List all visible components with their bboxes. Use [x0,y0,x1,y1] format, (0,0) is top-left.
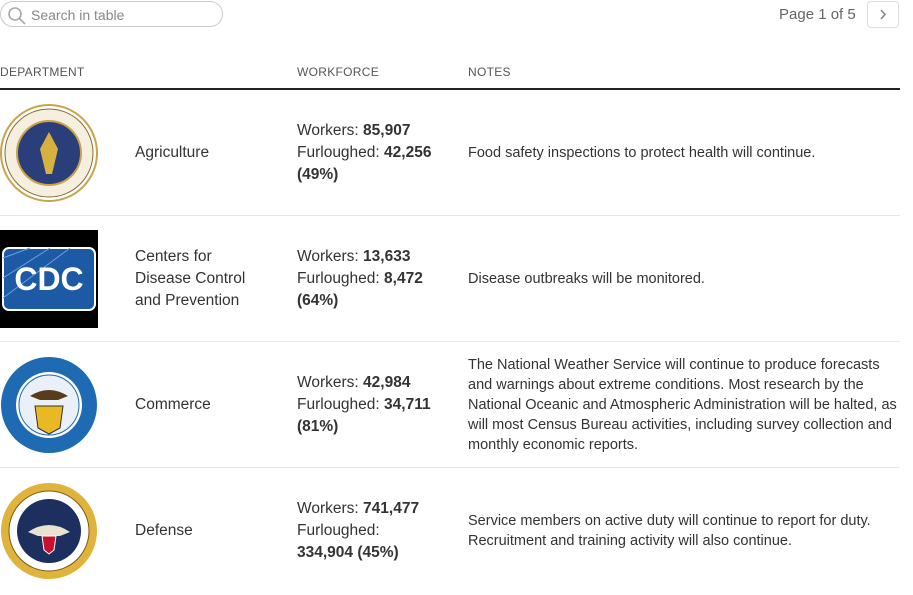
header: WORKFORCE [297,65,380,79]
logo [1,356,97,453]
next-page-button[interactable] [867,1,899,28]
workers: 741,477 [363,499,420,517]
header-rule [0,88,900,90]
search-box[interactable]: Search in table [0,1,223,27]
notes: Service members on active duty will cont… [468,512,871,549]
logo [0,103,98,202]
row: Commerce Workers: 42,984 Furloughed: 34,7… [0,342,900,468]
logo-text: CDC [14,261,83,297]
label: Furloughed: [297,395,380,413]
logo: CDC [0,229,98,328]
notes: The National Weather Service will contin… [468,356,897,453]
label: Workers: [297,121,359,139]
furloughed: 42,256 (49%) [297,143,432,183]
label: Workers: [297,499,359,517]
row: Agriculture Workers: 85,907 Furloughed: 4… [0,90,900,216]
label: Workers: [297,247,359,265]
workers: 13,633 [363,247,411,265]
notes: Food safety inspections to protect healt… [468,144,816,161]
search-icon [8,7,26,25]
department-name: Commerce [135,395,211,413]
furloughed: 34,711 (81%) [297,395,431,435]
row: CDC Centers for Disease Control and Prev… [0,216,900,342]
label: Furloughed: [297,269,380,287]
workers: 85,907 [363,121,411,139]
header: DEPARTMENT [0,65,85,79]
page-indicator: Page 1 of 5 [779,6,856,23]
label: Furloughed: [297,143,380,161]
department-name: Agriculture [135,143,210,161]
search-placeholder: Search in table [31,7,125,23]
department-name: Centers for Disease Control and Preventi… [135,247,246,309]
label: Furloughed: [297,521,380,539]
header: NOTES [468,65,511,79]
row: Defense Workers: 741,477 Furloughed: 334,… [0,468,900,593]
furloughed: 334,904 (45%) [297,543,399,561]
notes: Disease outbreaks will be monitored. [468,270,705,287]
department-name: Defense [135,521,193,539]
label: Workers: [297,373,359,391]
logo [1,482,97,579]
table-body: Agriculture Workers: 85,907 Furloughed: 4… [0,90,900,593]
workers: 42,984 [363,373,411,391]
chevron [880,9,887,20]
furloughed: 8,472 (64%) [297,269,423,309]
